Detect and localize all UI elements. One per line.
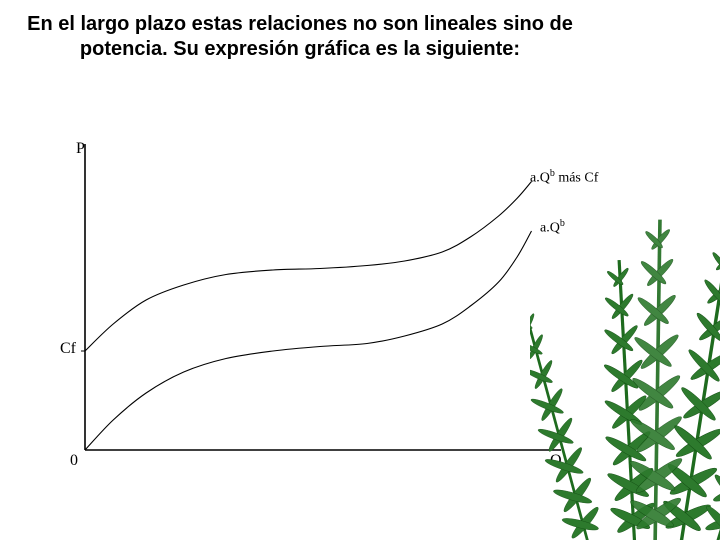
origin-label: 0 xyxy=(70,452,78,470)
chart: P Cf 0 Q a.Qb más Cf a.Qb xyxy=(30,140,590,490)
x-axis-label: Q xyxy=(550,452,562,470)
y-tick-cf-label: Cf xyxy=(60,340,76,358)
slide: En el largo plazo estas relaciones no so… xyxy=(0,0,720,540)
chart-canvas xyxy=(30,140,590,490)
slide-title: En el largo plazo estas relaciones no so… xyxy=(20,12,580,62)
curve-label-upper: a.Qb más Cf xyxy=(530,168,598,187)
curve-label-lower: a.Qb xyxy=(540,218,565,237)
y-axis-label: P xyxy=(76,140,85,158)
